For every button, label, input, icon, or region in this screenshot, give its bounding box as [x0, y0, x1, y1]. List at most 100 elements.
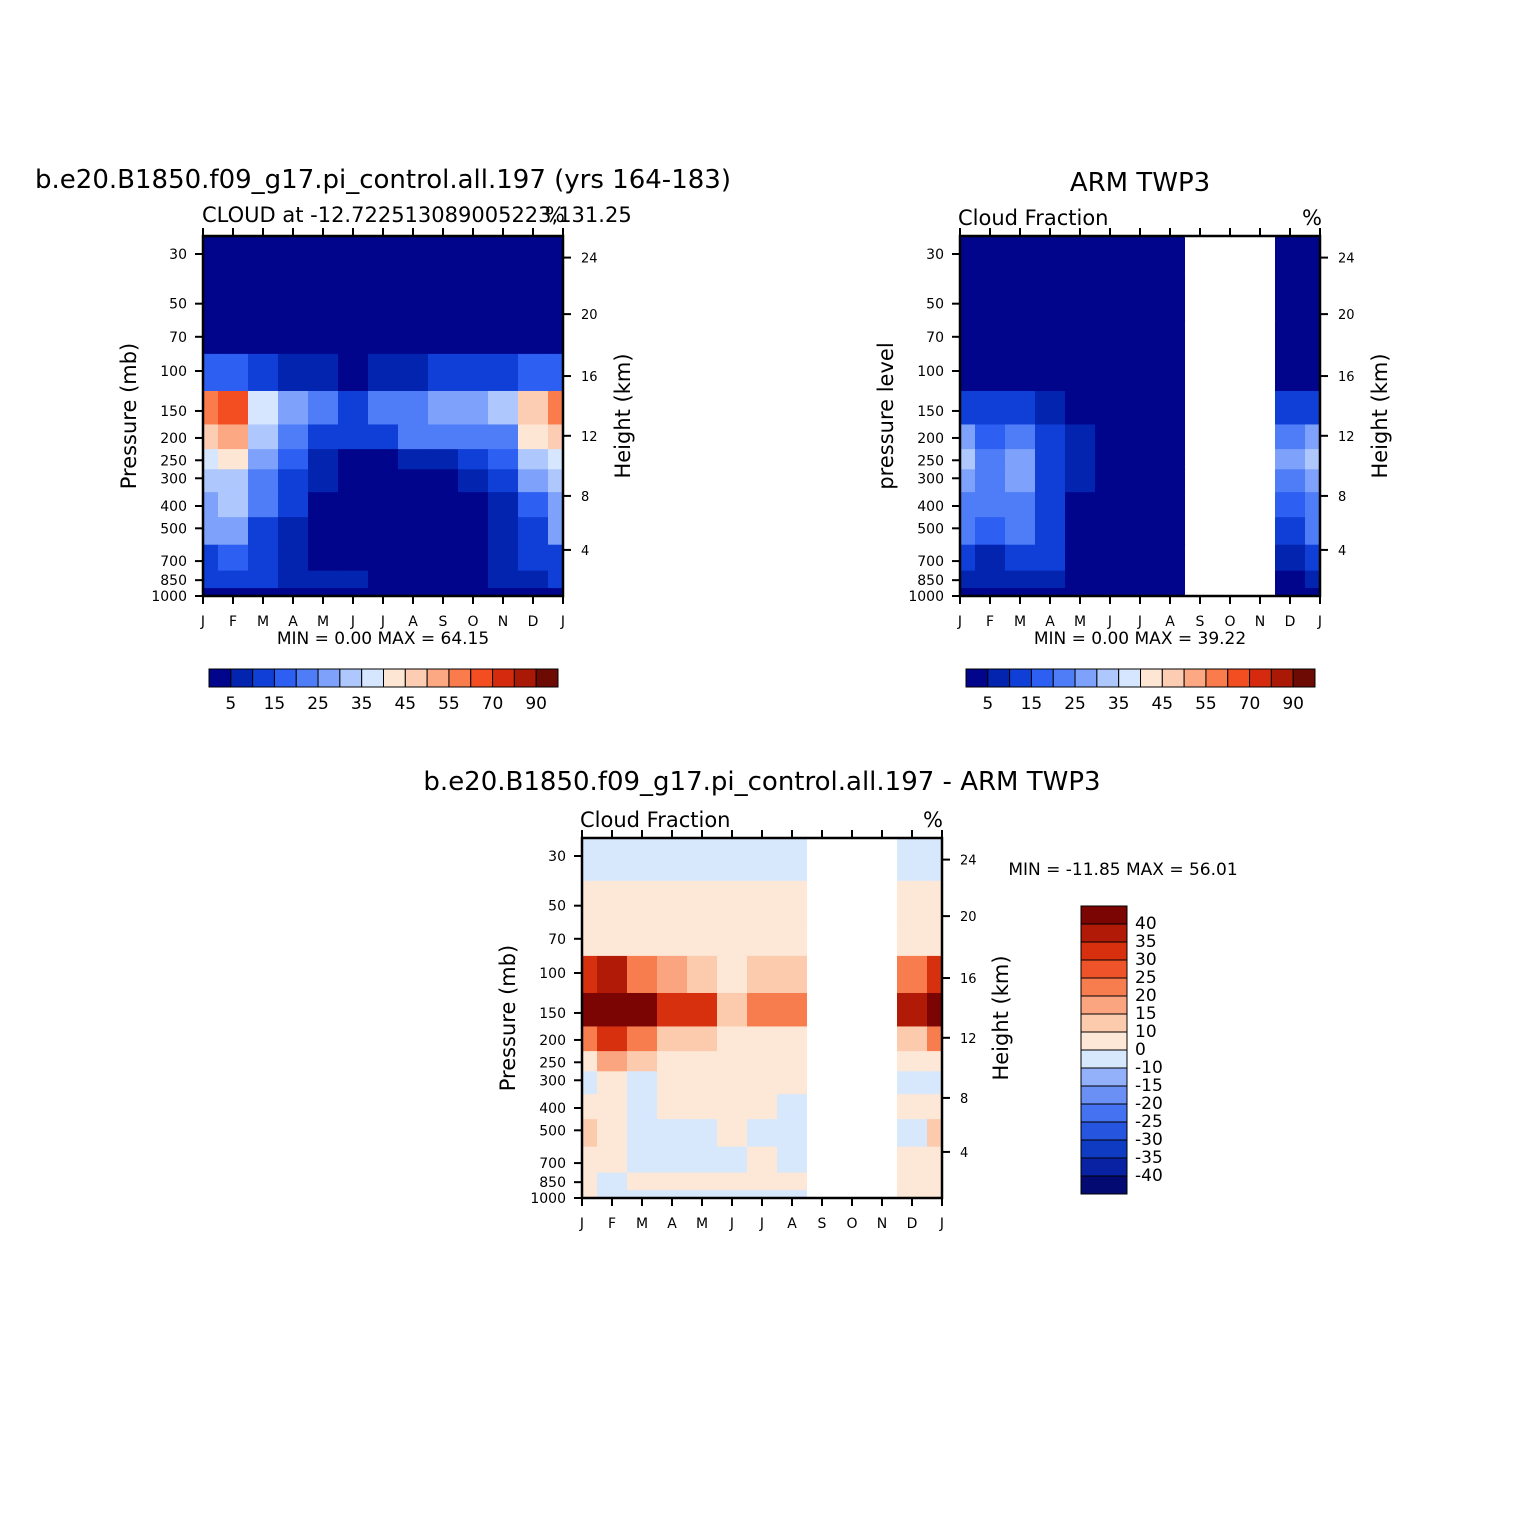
- heat-cell: [717, 1172, 748, 1191]
- heat-cell: [1155, 449, 1186, 470]
- heat-cell: [518, 424, 549, 450]
- heat-cell: [1005, 588, 1036, 597]
- y-tick-label: 50: [169, 297, 187, 313]
- heat-cell: [597, 1071, 628, 1095]
- heat-cell: [1275, 278, 1306, 321]
- heat-cell: [218, 353, 249, 392]
- heat-cell: [1095, 544, 1126, 572]
- colorbar-box: [404, 668, 428, 688]
- colorbar-box: [1080, 1139, 1128, 1159]
- heat-cell: [597, 1146, 628, 1174]
- axes-diff: J F M A M J J A S O N D J 30 50 70 100 150 200 250 300 400 500…: [530, 830, 977, 1232]
- heat-cell: [717, 1094, 748, 1120]
- heat-cell: [548, 469, 564, 493]
- heat-cell: [927, 1190, 943, 1199]
- heat-cell: [1155, 353, 1186, 392]
- heat-cell: [582, 1146, 598, 1174]
- heat-cell: [777, 1119, 808, 1148]
- heat-cell: [278, 278, 309, 321]
- heat-cell: [278, 570, 309, 589]
- heat-cell: [927, 922, 943, 957]
- heat-cell: [1095, 278, 1126, 321]
- heat-cell: [627, 1146, 658, 1174]
- heat-cell: [960, 449, 976, 470]
- colorbar-obs: 5 15 25 35 45 55 70 90: [965, 668, 1316, 714]
- heat-cell: [597, 922, 628, 957]
- heat-cell: [897, 838, 928, 882]
- heat-cell: [687, 1190, 718, 1199]
- heat-cell: [308, 236, 339, 280]
- y-tick-label: 50: [548, 899, 566, 915]
- colorbar-box: [987, 668, 1011, 688]
- heat-cell: [1095, 492, 1126, 518]
- heat-cell: [1305, 424, 1321, 450]
- heat-cell: [747, 1146, 778, 1174]
- heat-cell: [1275, 544, 1306, 572]
- heat-cell: [717, 955, 748, 994]
- panel-obs: Cloud Fraction % J F M A M J J A S O N D J 30 50 70 100 1…: [874, 206, 1392, 714]
- heat-cell: [398, 424, 429, 450]
- y-tick-label: 850: [160, 573, 187, 589]
- heat-cell: [627, 922, 658, 957]
- y-tick-label: 1000: [151, 589, 187, 605]
- heat-cell: [248, 278, 279, 321]
- colorbar-label: 90: [1282, 694, 1304, 714]
- heatmap-diff: [582, 838, 943, 1199]
- stats-obs: MIN = 0.00 MAX = 39.22: [1034, 629, 1246, 649]
- colorbar-box: [1227, 668, 1251, 688]
- heat-cell: [1305, 492, 1321, 518]
- heat-cell: [1065, 424, 1096, 450]
- heat-cell: [368, 469, 399, 493]
- heat-cell: [960, 236, 976, 280]
- heat-cell: [582, 1026, 598, 1052]
- colorbar-model: 5 15 25 35 45 55 70 90: [208, 668, 559, 714]
- heat-cell: [1035, 353, 1066, 392]
- heat-cell: [1065, 544, 1096, 572]
- x-tick-label: A: [1045, 614, 1055, 630]
- y2-tick-label: 24: [581, 252, 598, 267]
- heat-cell: [597, 955, 628, 994]
- heat-cell: [657, 1190, 688, 1199]
- heat-cell: [428, 492, 459, 518]
- heat-cell: [777, 880, 808, 923]
- heat-cell: [687, 1146, 718, 1174]
- heat-cell: [747, 955, 778, 994]
- heat-cell: [627, 992, 658, 1027]
- heat-cell: [458, 449, 489, 470]
- heat-cell: [1005, 353, 1036, 392]
- y-tick-label: 250: [917, 453, 944, 469]
- heat-cell: [687, 880, 718, 923]
- heat-cell: [1035, 544, 1066, 572]
- heat-cell: [597, 838, 628, 882]
- heat-cell: [975, 320, 1006, 355]
- colorbar-box: [1080, 941, 1128, 961]
- heat-cell: [548, 278, 564, 321]
- heat-cell: [1275, 588, 1306, 597]
- heat-cell: [777, 955, 808, 994]
- heat-cell: [960, 320, 976, 355]
- heat-cell: [308, 588, 339, 597]
- heat-cell: [687, 955, 718, 994]
- heat-cell: [657, 955, 688, 994]
- heat-cell: [1305, 544, 1321, 572]
- heat-cell: [338, 320, 369, 355]
- heat-cell: [458, 588, 489, 597]
- colorbar-label: 40: [1135, 914, 1157, 934]
- heat-cell: [458, 353, 489, 392]
- heat-cell: [960, 424, 976, 450]
- heat-cell: [218, 570, 249, 589]
- heat-cell: [218, 469, 249, 493]
- heat-cell: [1305, 236, 1321, 280]
- heat-cell: [777, 1146, 808, 1174]
- colorbar-label: 25: [1135, 968, 1157, 988]
- heat-cell: [747, 992, 778, 1027]
- heat-cell: [1125, 278, 1156, 321]
- heat-cell: [1095, 517, 1126, 546]
- heat-cell: [960, 570, 976, 589]
- heat-cell: [518, 449, 549, 470]
- heat-cell: [1275, 492, 1306, 518]
- heat-cell: [960, 544, 976, 572]
- heat-cell: [897, 1051, 928, 1072]
- heat-cell: [458, 492, 489, 518]
- heat-cell: [308, 278, 339, 321]
